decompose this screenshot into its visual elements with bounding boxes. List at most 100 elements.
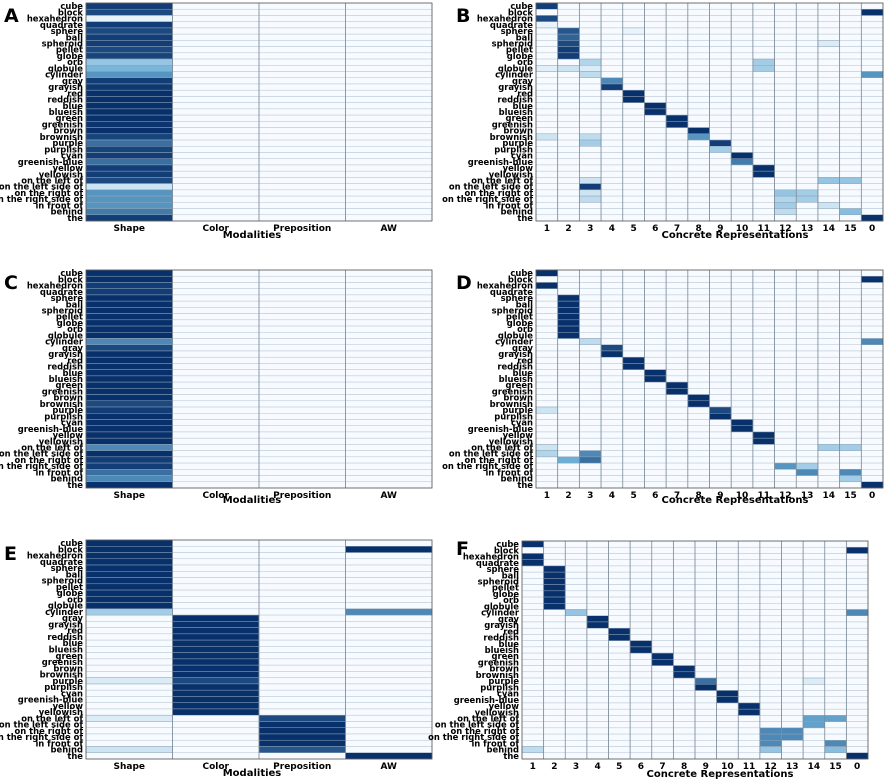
heatmap-value-cell bbox=[258, 746, 346, 753]
heatmap-cell bbox=[345, 27, 433, 35]
heatmap-cell bbox=[557, 282, 580, 289]
heatmap-cell bbox=[846, 746, 869, 754]
row-label: block bbox=[508, 7, 534, 17]
row-label: cube bbox=[60, 538, 83, 548]
heatmap-cell bbox=[535, 344, 558, 352]
heatmap-cell bbox=[535, 388, 558, 395]
column-label: 0 bbox=[854, 762, 860, 772]
heatmap-cell bbox=[781, 708, 804, 716]
heatmap-cell bbox=[345, 639, 433, 647]
heatmap-cell bbox=[345, 425, 433, 433]
heatmap-cell bbox=[557, 195, 580, 203]
heatmap-cell bbox=[258, 33, 346, 41]
heatmap-cell bbox=[716, 721, 739, 729]
row-label: purplish bbox=[44, 144, 83, 154]
heatmap-cell bbox=[535, 108, 558, 116]
heatmap-cell bbox=[752, 195, 775, 203]
heatmap-cell bbox=[557, 139, 580, 147]
heatmap-cell bbox=[846, 571, 869, 579]
heatmap-cell bbox=[709, 300, 732, 308]
heatmap-cell bbox=[345, 146, 433, 153]
heatmap-cell bbox=[345, 356, 433, 364]
heatmap-cell bbox=[345, 633, 433, 641]
heatmap-cell bbox=[694, 702, 717, 710]
heatmap-cell bbox=[774, 394, 797, 402]
heatmap-cell bbox=[709, 96, 732, 103]
heatmap-cell bbox=[839, 89, 862, 97]
heatmap-cell bbox=[644, 431, 667, 439]
heatmap-cell bbox=[738, 684, 761, 691]
heatmap-cell bbox=[774, 52, 797, 60]
heatmap-cell bbox=[687, 431, 710, 439]
column-label: Preposition bbox=[273, 224, 331, 234]
heatmap-cell bbox=[85, 614, 173, 622]
heatmap-cell bbox=[172, 183, 260, 191]
column-label: 14 bbox=[823, 224, 836, 234]
heatmap-cell bbox=[258, 27, 346, 35]
heatmap-cell bbox=[258, 21, 346, 29]
heatmap-cell bbox=[557, 375, 580, 383]
heatmap-cell bbox=[651, 596, 674, 604]
row-label: blueish bbox=[499, 374, 533, 384]
heatmap-cell bbox=[759, 590, 782, 598]
heatmap-cell bbox=[824, 615, 847, 623]
row-label: greenish-blue bbox=[18, 157, 84, 167]
heatmap-cell bbox=[565, 746, 588, 754]
heatmap-cell bbox=[774, 114, 797, 122]
heatmap-cell bbox=[644, 65, 667, 72]
heatmap-value-cell bbox=[665, 114, 689, 122]
heatmap-cell bbox=[694, 603, 717, 610]
heatmap-cell bbox=[861, 170, 884, 178]
heatmap-cell bbox=[586, 540, 609, 548]
heatmap-cell bbox=[622, 102, 645, 110]
heatmap-cell bbox=[651, 584, 674, 592]
column-label: 0 bbox=[869, 491, 875, 501]
heatmap-cell bbox=[521, 634, 544, 641]
heatmap-cell bbox=[172, 214, 260, 222]
heatmap-cell bbox=[709, 481, 732, 489]
heatmap-cell bbox=[557, 350, 580, 358]
heatmap-cell bbox=[644, 456, 667, 464]
heatmap-cell bbox=[687, 344, 710, 352]
heatmap-value-cell bbox=[85, 571, 173, 578]
heatmap-value-cell bbox=[687, 400, 710, 408]
heatmap-cell bbox=[730, 313, 754, 321]
heatmap-cell bbox=[861, 419, 884, 426]
heatmap-cell bbox=[600, 133, 623, 141]
row-label: greenish bbox=[492, 386, 533, 396]
heatmap-cell bbox=[600, 475, 623, 483]
heatmap-cell bbox=[622, 394, 645, 402]
heatmap-cell bbox=[687, 369, 710, 377]
heatmap-cell bbox=[565, 559, 588, 567]
heatmap-cell bbox=[521, 627, 544, 635]
heatmap-cell bbox=[716, 621, 739, 629]
heatmap-cell bbox=[535, 114, 558, 122]
heatmap-cell bbox=[694, 590, 717, 598]
heatmap-value-cell bbox=[608, 634, 631, 641]
heatmap-cell bbox=[345, 96, 433, 103]
heatmap-cell bbox=[644, 208, 667, 216]
heatmap-cell bbox=[687, 294, 710, 302]
heatmap-value-cell bbox=[85, 338, 173, 345]
heatmap-value-cell bbox=[85, 564, 173, 572]
heatmap-value-cell bbox=[579, 133, 602, 141]
heatmap-cell bbox=[651, 634, 674, 641]
heatmap-cell bbox=[521, 621, 544, 629]
heatmap-cell bbox=[817, 133, 840, 141]
column-label: Color bbox=[203, 491, 230, 501]
heatmap-value-cell bbox=[579, 195, 602, 203]
heatmap-cell bbox=[796, 40, 819, 47]
heatmap-cell bbox=[622, 431, 645, 439]
heatmap-cell bbox=[817, 27, 840, 35]
heatmap-cell bbox=[752, 300, 775, 308]
row-label: the bbox=[517, 213, 533, 223]
heatmap-cell bbox=[644, 58, 667, 66]
heatmap-cell bbox=[759, 609, 782, 616]
heatmap-cell bbox=[258, 539, 346, 547]
heatmap-value-cell bbox=[759, 746, 782, 754]
heatmap-cell bbox=[694, 596, 717, 604]
heatmap-cell bbox=[600, 52, 623, 60]
heatmap-cell bbox=[557, 214, 580, 222]
heatmap-cell bbox=[687, 425, 710, 433]
heatmap-cell bbox=[694, 621, 717, 629]
